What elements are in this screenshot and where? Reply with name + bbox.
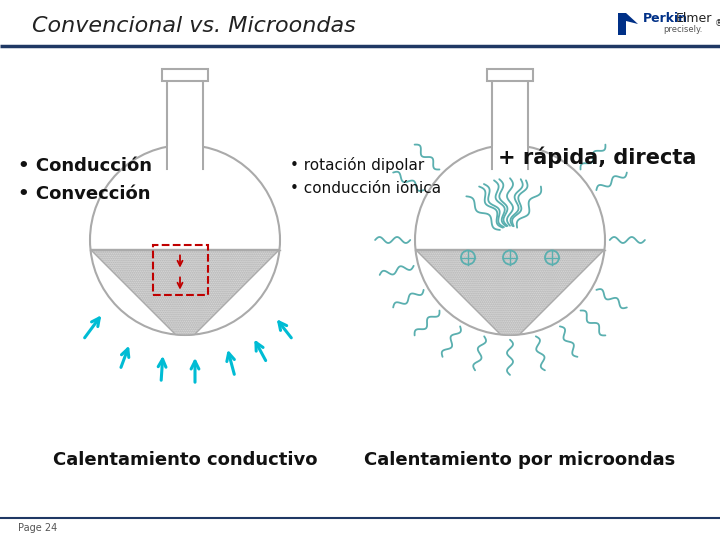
Text: ®: ®	[715, 19, 720, 28]
Polygon shape	[493, 146, 527, 171]
Polygon shape	[168, 146, 202, 171]
Text: • Conducción
• Convección: • Conducción • Convección	[18, 157, 152, 203]
Text: Calentamiento conductivo: Calentamiento conductivo	[53, 451, 318, 469]
Text: precisely.: precisely.	[663, 24, 703, 33]
Polygon shape	[91, 249, 279, 335]
Polygon shape	[626, 13, 638, 24]
Polygon shape	[167, 79, 203, 168]
Circle shape	[415, 145, 605, 335]
Text: Page 24: Page 24	[18, 523, 58, 533]
Circle shape	[90, 145, 280, 335]
Text: Calentamiento por microondas: Calentamiento por microondas	[364, 451, 675, 469]
Text: Elmer: Elmer	[676, 12, 712, 25]
Text: + rápida, directa: + rápida, directa	[498, 147, 696, 168]
Polygon shape	[162, 69, 208, 81]
Text: • rotación dipolar
• conducción iónica: • rotación dipolar • conducción iónica	[290, 157, 441, 197]
Polygon shape	[487, 69, 533, 81]
Polygon shape	[492, 79, 528, 168]
Text: Perkin: Perkin	[643, 12, 688, 25]
Polygon shape	[415, 249, 605, 335]
Polygon shape	[618, 13, 626, 35]
Text: Convencional vs. Microondas: Convencional vs. Microondas	[32, 16, 356, 36]
